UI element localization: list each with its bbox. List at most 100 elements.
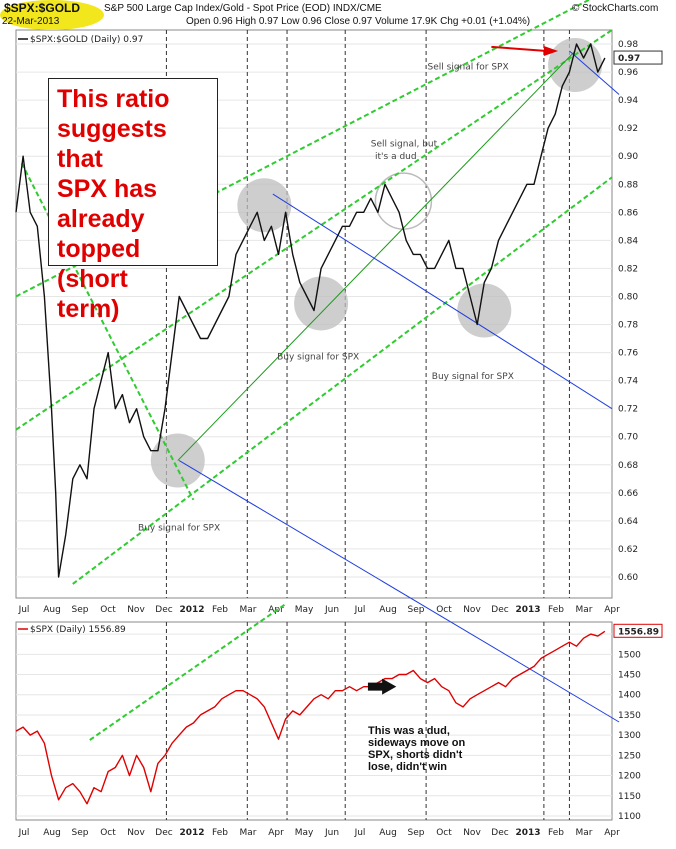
spx-last-value-box [613, 623, 663, 638]
x-tick-label: Nov [463, 828, 481, 838]
x-tick-label: 2013 [515, 605, 540, 615]
symbol-badge [0, 0, 104, 30]
y-tick-label: 0.82 [618, 264, 638, 274]
x-tick-label: Sep [408, 605, 425, 615]
callout-line: SPX has [57, 175, 158, 203]
x-tick-label: Oct [436, 605, 452, 615]
x-tick-label: Nov [463, 605, 481, 615]
y-tick-label: 1250 [618, 751, 641, 761]
x-tick-label: 2013 [515, 828, 540, 838]
buy-signal-label: Buy signal for SPX [277, 353, 359, 363]
spx-last-value: 1556.89 [618, 627, 659, 637]
x-tick-label: Oct [100, 828, 116, 838]
y-tick-label: 0.74 [618, 377, 638, 387]
x-tick-label: 2012 [179, 605, 204, 615]
x-tick-label: Feb [212, 605, 228, 615]
sell-dud-label: it's a dud [375, 152, 417, 162]
x-tick-label: Aug [379, 605, 397, 615]
x-tick-label: Jun [324, 605, 339, 615]
buy-signal-label: Buy signal for SPX [138, 524, 220, 534]
y-tick-label: 0.84 [618, 236, 638, 246]
signal-circle [457, 283, 512, 338]
x-tick-label: Aug [43, 605, 61, 615]
x-tick-label: Dec [491, 828, 508, 838]
x-tick-label: Mar [576, 605, 593, 615]
y-tick-label: 0.68 [618, 461, 638, 471]
brand-text: © StockCharts.com [572, 3, 659, 14]
x-tick-label: Dec [155, 828, 172, 838]
dud-note: This was a dud, sideways move on SPX, sh… [368, 725, 466, 773]
y-tick-label: 1200 [618, 772, 641, 782]
callout-line: topped (short [57, 235, 141, 293]
y-tick-label: 0.98 [618, 40, 638, 50]
x-tick-label: Dec [155, 605, 172, 615]
x-tick-label: Jun [324, 828, 339, 838]
y-tick-label: 1450 [618, 671, 641, 681]
y-tick-label: 0.94 [618, 96, 638, 106]
y-tick-label: 0.78 [618, 321, 638, 331]
y-tick-label: 1400 [618, 691, 641, 701]
callout-line: term) [57, 295, 120, 323]
y-tick-label: 0.76 [618, 349, 638, 359]
ratio-last-value: 0.97 [618, 54, 640, 64]
y-tick-label: 0.96 [618, 68, 638, 78]
chart-date: 22-Mar-2013 [2, 16, 60, 27]
red-arrow-head [543, 46, 559, 57]
y-tick-label: 0.86 [618, 208, 638, 218]
y-tick-label: 1300 [618, 731, 641, 741]
x-tick-label: Nov [127, 605, 145, 615]
ratio-series-line [15, 43, 606, 578]
symbol-title: $SPX:$GOLD [4, 1, 81, 15]
y-tick-label: 0.90 [618, 152, 638, 162]
buy-signal-label: Buy signal for SPX [432, 372, 514, 382]
signal-circle [294, 276, 349, 331]
x-tick-label: Aug [379, 828, 397, 838]
x-tick-label: Nov [127, 828, 145, 838]
x-tick-label: Apr [604, 828, 620, 838]
x-tick-label: Sep [72, 605, 89, 615]
x-tick-label: Feb [212, 828, 228, 838]
x-tick-label: Jul [18, 828, 30, 838]
ratio-series-label: $SPX:$GOLD (Daily) 0.97 [30, 35, 143, 45]
spx-series-line [15, 630, 606, 805]
y-tick-label: 0.80 [618, 292, 638, 302]
y-tick-label: 0.62 [618, 545, 638, 555]
x-tick-label: Oct [436, 828, 452, 838]
x-tick-label: May [295, 605, 314, 615]
x-tick-label: Mar [576, 828, 593, 838]
x-tick-label: Feb [548, 828, 564, 838]
y-tick-label: 0.92 [618, 124, 638, 134]
y-tick-label: 1150 [618, 792, 641, 802]
y-tick-label: 0.72 [618, 405, 638, 415]
chart-description: S&P 500 Large Cap Index/Gold - Spot Pric… [104, 3, 382, 14]
y-tick-label: 0.64 [618, 517, 638, 527]
callout-line: This ratio [57, 85, 170, 113]
black-arrow [367, 678, 397, 695]
y-tick-label: 0.60 [618, 573, 638, 583]
red-arrow-shaft [491, 45, 547, 53]
spx-series-label: $SPX (Daily) 1556.89 [30, 625, 126, 635]
y-tick-label: 1100 [618, 812, 641, 822]
downtrend-line [178, 460, 620, 723]
sell-signal-label: Sell signal for SPX [428, 62, 509, 72]
x-tick-label: Sep [72, 828, 89, 838]
x-tick-label: Mar [240, 828, 257, 838]
downtrend-line [272, 193, 613, 410]
ratio-last-value-box [613, 50, 663, 65]
x-tick-label: Apr [604, 605, 620, 615]
x-tick-label: Sep [408, 828, 425, 838]
x-tick-label: Oct [100, 605, 116, 615]
y-tick-label: 1500 [618, 650, 641, 660]
channel-line [72, 176, 613, 585]
x-tick-label: Aug [43, 828, 61, 838]
y-tick-label: 0.70 [618, 433, 638, 443]
y-tick-label: 1350 [618, 711, 641, 721]
callout-box: This ratio suggests that SPX has already… [48, 78, 218, 323]
x-tick-label: Jul [354, 605, 366, 615]
ohlc-readout: Open 0.96 High 0.97 Low 0.96 Close 0.97 … [186, 16, 531, 27]
x-tick-label: Feb [548, 605, 564, 615]
downtrend-line [569, 50, 620, 95]
signal-circle [548, 38, 603, 93]
